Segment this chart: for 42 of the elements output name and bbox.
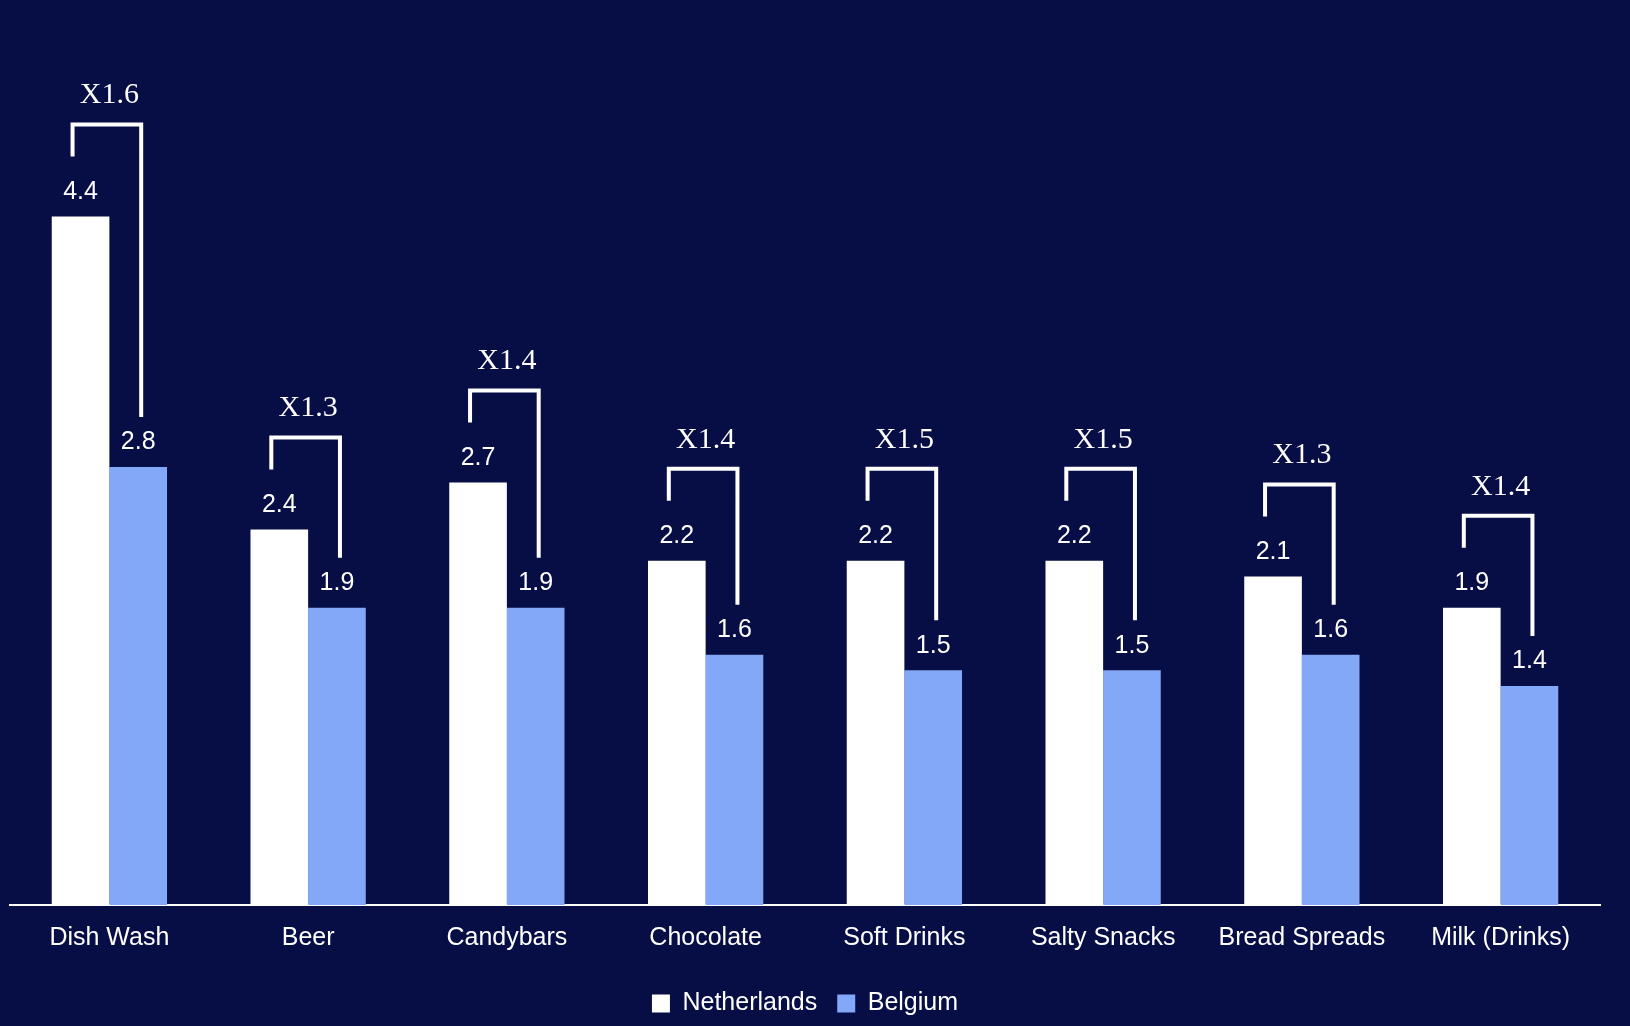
data-label: 1.9 — [1454, 567, 1490, 596]
annotation: X1.3 — [278, 389, 338, 423]
data-label: 1.6 — [717, 614, 752, 643]
annotation: X1.4 — [676, 420, 736, 454]
x-tick-label: Beer — [281, 921, 335, 950]
x-tick-label: Salty Snacks — [1030, 921, 1176, 950]
data-label: 1.9 — [319, 567, 355, 596]
legend-label: Belgium — [867, 987, 959, 1016]
data-label: 2.2 — [659, 520, 695, 549]
x-tick-label: Milk (Drinks) — [1431, 921, 1571, 950]
x-tick-label: Bread Spreads — [1218, 921, 1386, 950]
annotation: X1.4 — [477, 342, 537, 376]
x-tick-label: Chocolate — [649, 921, 762, 950]
annotation: X1.5 — [1073, 420, 1133, 454]
bar — [705, 654, 764, 905]
data-label: 1.4 — [1512, 645, 1547, 674]
bar — [1103, 670, 1161, 905]
x-tick-label: Dish Wash — [49, 921, 170, 950]
data-label: 2.7 — [460, 441, 496, 470]
bar — [109, 466, 168, 905]
bar — [506, 607, 565, 905]
bar — [1301, 654, 1360, 905]
data-label: 2.2 — [1056, 520, 1092, 549]
bar — [308, 607, 366, 905]
data-label: 1.5 — [1114, 629, 1150, 658]
text: X1.6 — [79, 76, 139, 110]
data-label: 2.4 — [261, 488, 297, 517]
data-label: 1.6 — [1313, 614, 1349, 643]
bar — [904, 670, 963, 905]
data-label: 1.9 — [518, 567, 554, 596]
x-tick-label: Candybars — [446, 921, 568, 950]
data-label: 2.8 — [120, 426, 156, 455]
data-label: 4.4 — [63, 175, 99, 204]
data-label: 1.5 — [915, 629, 951, 658]
data-label: 2.1 — [1255, 535, 1291, 564]
data-label: 2.2 — [858, 520, 893, 549]
annotation: X1.5 — [874, 420, 934, 454]
bar — [1500, 685, 1559, 905]
annotation: X1.3 — [1272, 436, 1332, 470]
x-tick-label: Soft Drinks — [843, 921, 966, 950]
annotation: X1.4 — [1471, 467, 1531, 501]
legend-label: Netherlands — [682, 987, 818, 1016]
